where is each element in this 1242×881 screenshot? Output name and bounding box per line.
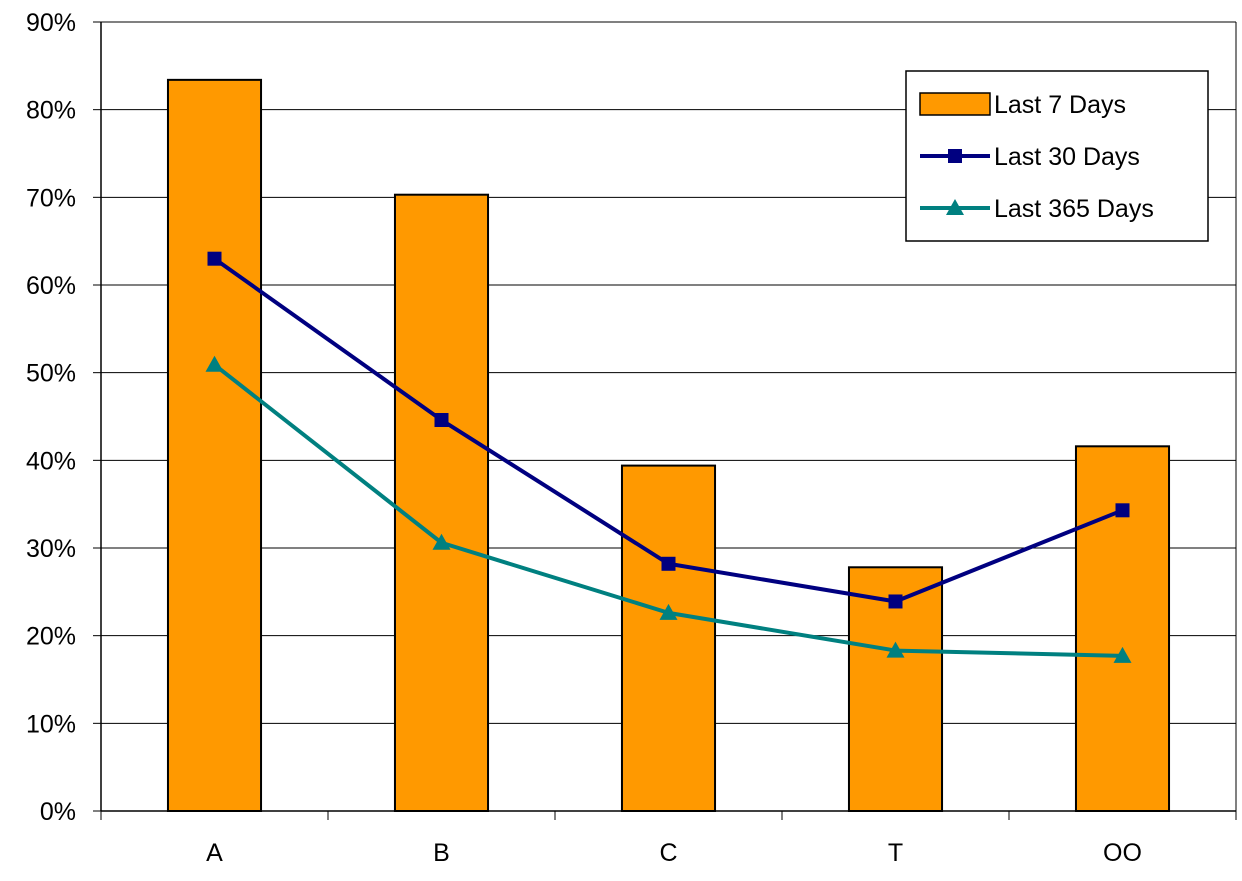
y-tick-label: 70% bbox=[26, 184, 76, 212]
bar-series bbox=[166, 78, 1171, 813]
y-tick-label: 20% bbox=[26, 623, 76, 651]
square-marker bbox=[888, 594, 903, 609]
y-tick-label: 30% bbox=[26, 535, 76, 563]
square-marker bbox=[434, 413, 449, 428]
legend-triangle-marker bbox=[946, 199, 964, 215]
legend-label: Last 30 Days bbox=[994, 143, 1140, 171]
y-tick-label: 90% bbox=[26, 9, 76, 37]
triangle-marker bbox=[886, 641, 905, 658]
x-tick-labels: A B C T OO bbox=[206, 839, 1142, 867]
bar bbox=[166, 78, 263, 813]
legend-swatch bbox=[919, 92, 991, 116]
y-tick-label: 60% bbox=[26, 272, 76, 300]
triangle-marker bbox=[1113, 646, 1132, 663]
legend-label: Last 7 Days bbox=[994, 91, 1126, 119]
y-tick-label: 80% bbox=[26, 97, 76, 125]
legend-square-marker bbox=[948, 149, 962, 163]
legend: Last 7 Days Last 30 Days Last 365 Days bbox=[905, 70, 1209, 242]
square-marker bbox=[661, 556, 676, 571]
line-series bbox=[205, 251, 1132, 663]
y-tick-label: 0% bbox=[40, 798, 76, 826]
y-tick-label: 50% bbox=[26, 360, 76, 388]
x-tick-label: B bbox=[433, 839, 450, 867]
triangle-marker bbox=[659, 603, 678, 620]
square-marker bbox=[207, 251, 222, 266]
axes bbox=[93, 21, 1237, 820]
x-tick-label: C bbox=[659, 839, 677, 867]
bar bbox=[1074, 445, 1171, 812]
y-tick-label: 10% bbox=[26, 710, 76, 738]
bar bbox=[620, 464, 717, 812]
square-marker bbox=[1115, 503, 1130, 518]
legend-label: Last 365 Days bbox=[994, 195, 1154, 223]
x-tick-label: A bbox=[206, 839, 223, 867]
x-tick-label: T bbox=[888, 839, 903, 867]
y-tick-label: 40% bbox=[26, 447, 76, 475]
triangle-marker bbox=[205, 355, 224, 372]
y-tick-labels: 0% 10% 20% 30% 40% 50% 60% 70% 80% 90% bbox=[26, 9, 76, 826]
bar bbox=[393, 193, 490, 813]
x-tick-label: OO bbox=[1103, 839, 1142, 867]
triangle-marker bbox=[432, 533, 451, 550]
